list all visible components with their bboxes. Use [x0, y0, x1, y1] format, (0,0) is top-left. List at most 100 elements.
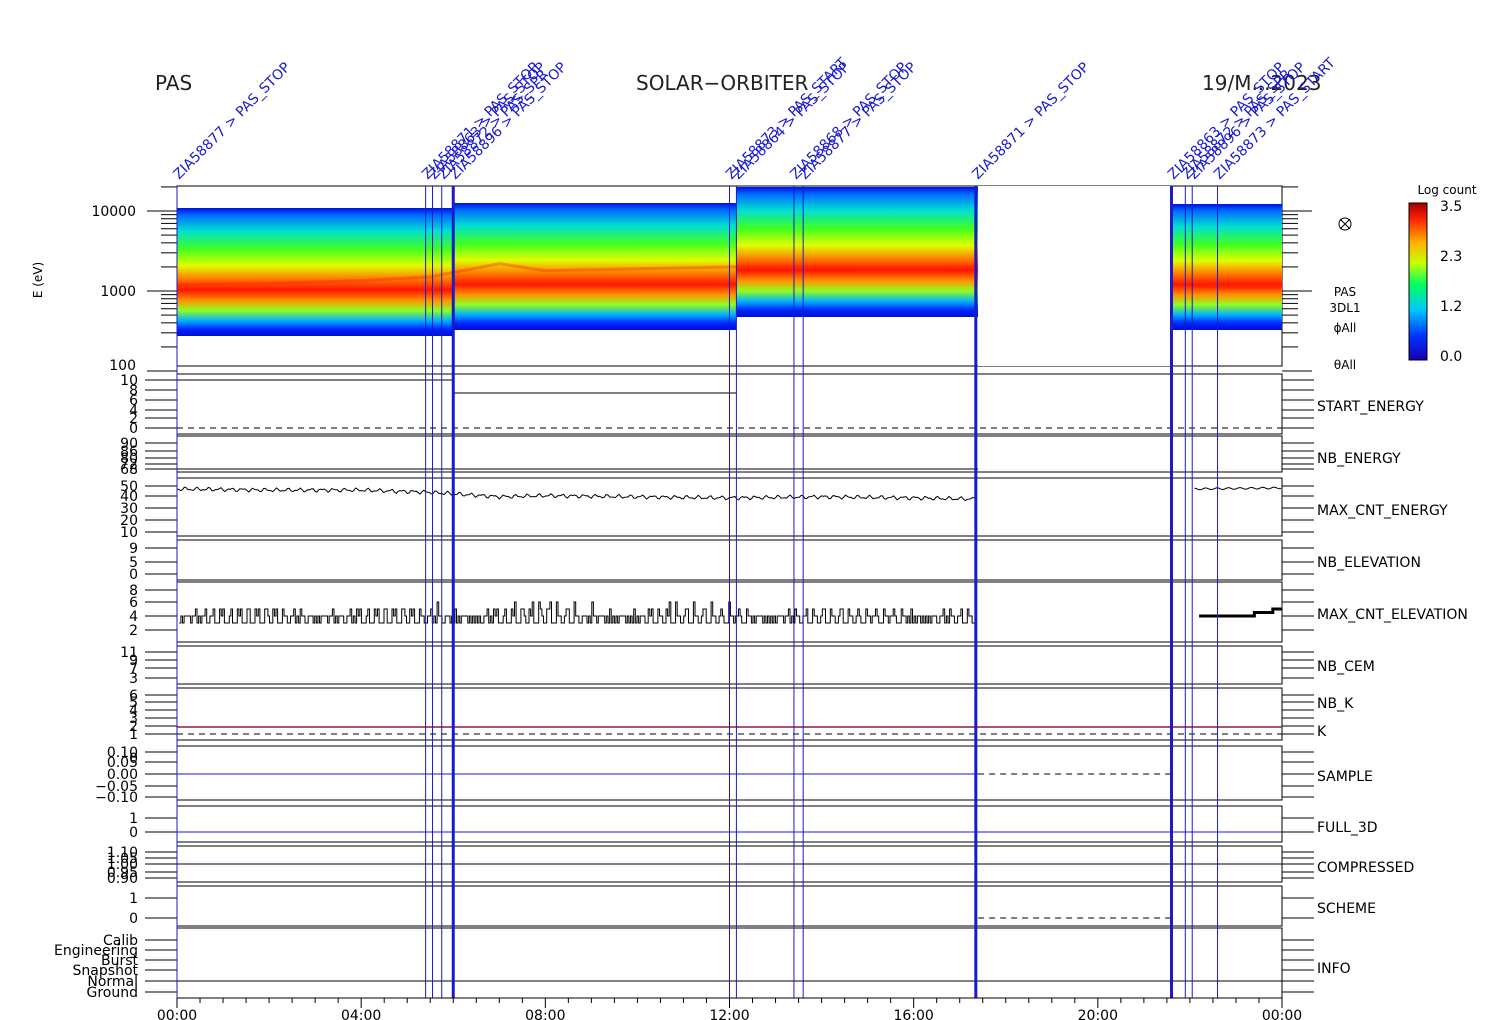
- panel-label-compressed: COMPRESSED: [1317, 860, 1414, 876]
- panel-12-tick-label: Calib: [103, 933, 138, 949]
- panel-1-tick-label: 68: [120, 462, 138, 478]
- panel-2-tick-label: 30: [120, 501, 138, 517]
- time-tick-label: 00:00: [157, 1008, 197, 1020]
- ytick-100: 100: [109, 358, 136, 374]
- panel-0-tick-label: 6: [129, 393, 138, 409]
- colorbar-tick-1-2: 1.2: [1440, 299, 1462, 315]
- ytick-10000: 10000: [91, 204, 136, 220]
- event-label: ZIA58896 > PAS_STOP: [447, 60, 570, 183]
- panel-3-tick-label: 5: [129, 555, 138, 571]
- spectrogram-segment-2: [736, 187, 979, 317]
- panel-1-tick-label: 72: [120, 457, 138, 473]
- panel-3-tick-label: 0: [129, 567, 138, 583]
- panel-8-tick-label: −0.05: [95, 779, 138, 795]
- panel-12-tick-label: Normal: [87, 974, 138, 990]
- spectrogram-segment-3: [1171, 204, 1282, 330]
- panel-12-tick-label: Snapshot: [73, 963, 139, 979]
- max-cnt-elevation-trace-late: [1199, 607, 1282, 618]
- date-label: 19/M...2023: [1202, 71, 1321, 95]
- colorbar-tick-2-3: 2.3: [1440, 249, 1462, 265]
- panel-6-tick-label: 0: [129, 751, 138, 767]
- panel-label-nb-energy: NB_ENERGY: [1317, 451, 1401, 467]
- panel-1-tick-label: 80: [120, 451, 138, 467]
- panel-5-tick-label: 9: [129, 653, 138, 669]
- spec-side-theta: θAll: [1334, 358, 1356, 372]
- panel-label-scheme: SCHEME: [1317, 901, 1376, 917]
- panel-11-tick-label: 1: [129, 891, 138, 907]
- panel-label-start-energy: START_ENERGY: [1317, 399, 1424, 415]
- colorbar-tick-3-5: 3.5: [1440, 199, 1462, 215]
- panel-2-tick-label: 40: [120, 489, 138, 505]
- spec-side-phi: ϕAll: [1334, 321, 1357, 335]
- panel-9-tick-label: 1: [129, 811, 138, 827]
- panel-2-tick-label: 10: [120, 525, 138, 541]
- panel-label-nb-k: NB_K: [1317, 696, 1354, 712]
- housekeeping-panels: 1086420START_ENERGY9086807268NB_ENERGY50…: [54, 373, 1468, 1001]
- time-axis: 00:00 04:00 08:00 12:00 16:00 20:00 00:00: [157, 997, 1302, 1020]
- panel-4-tick-label: 2: [129, 623, 138, 639]
- event-label: ZIA58871 > PAS_STOP: [969, 60, 1092, 183]
- panel-8-tick-label: 0.05: [107, 755, 138, 771]
- panel-0-tick-label: 4: [129, 403, 138, 419]
- panel-9-tick-label: 0: [129, 825, 138, 841]
- panel-1-tick-label: 90: [120, 436, 138, 452]
- time-tick-label: 12:00: [709, 1008, 749, 1020]
- panel-8-tick-label: 0.00: [107, 767, 138, 783]
- spectrogram-ylabel: E (eV): [31, 262, 45, 298]
- panel-0-tick-label: 2: [129, 411, 138, 427]
- panel-4-tick-label: 8: [129, 583, 138, 599]
- panel-6-tick-label: 1: [129, 727, 138, 743]
- panel-6-tick-label: 2: [129, 719, 138, 735]
- panel-10-tick-label: 0.90: [107, 871, 138, 887]
- panel-0-tick-label: 10: [120, 373, 138, 389]
- time-tick-label: 20:00: [1078, 1008, 1118, 1020]
- panel-11-tick-label: 0: [129, 911, 138, 927]
- max-cnt-elevation-trace: [179, 601, 976, 624]
- energy-spectrogram: [147, 185, 1312, 372]
- spec-side-3dl1: 3DL1: [1329, 301, 1360, 315]
- panel-10-tick-label: 1.00: [107, 857, 138, 873]
- panel-5-tick-label: 11: [120, 645, 138, 661]
- panel-0-tick-label: 0: [129, 421, 138, 437]
- panel-label-info: INFO: [1317, 961, 1351, 977]
- panel-5-tick-label: 7: [129, 661, 138, 677]
- panel-10-tick-label: 1.10: [107, 845, 138, 861]
- panel-label-max-cnt-energy: MAX_CNT_ENERGY: [1317, 503, 1448, 519]
- panel-5-tick-label: 3: [129, 671, 138, 687]
- spectrogram-segment-0: [177, 208, 454, 336]
- panel-6-tick-label: 5: [129, 695, 138, 711]
- instrument-label: PAS: [155, 71, 192, 95]
- panel-label-nb-elevation: NB_ELEVATION: [1317, 555, 1421, 571]
- panel-1-tick-label: 86: [120, 444, 138, 460]
- panel-6-tick-label: 4: [129, 703, 138, 719]
- crossed-circle-icon: [1338, 217, 1352, 231]
- panel-label-nb-cem: NB_CEM: [1317, 659, 1375, 675]
- panel-12-tick-label: Burst: [101, 953, 139, 969]
- mission-title: SOLAR−ORBITER: [636, 71, 808, 95]
- panel-3-tick-label: 9: [129, 541, 138, 557]
- panel-2-tick-label: 20: [120, 513, 138, 529]
- panel-4-tick-label: 6: [129, 595, 138, 611]
- panel-6-tick-label: 6: [129, 688, 138, 704]
- panel-12-tick-label: Ground: [87, 985, 139, 1001]
- panel-0-tick-label: 8: [129, 383, 138, 399]
- start-energy-trace: [177, 379, 737, 394]
- colorbar-tick-0-0: 0.0: [1440, 349, 1462, 365]
- panel-8-tick-label: −0.10: [95, 790, 138, 806]
- colorbar: [1408, 202, 1428, 361]
- colorbar-title: Log count: [1417, 183, 1476, 197]
- spectrogram-segment-1: [453, 203, 737, 330]
- panel-label-max-cnt-elevation: MAX_CNT_ELEVATION: [1317, 607, 1468, 623]
- panel-6-tick-label: 3: [129, 711, 138, 727]
- panel-10-tick-label: 1.05: [107, 851, 138, 867]
- panel-2-tick-label: 50: [120, 479, 138, 495]
- time-tick-label: 04:00: [341, 1008, 381, 1020]
- panel-label-k: K: [1317, 724, 1327, 740]
- data-gap: [978, 186, 1172, 366]
- max-cnt-energy-trace: [176, 486, 975, 502]
- panel-8-tick-label: 0.10: [107, 745, 138, 761]
- panel-4-tick-label: 4: [129, 609, 138, 625]
- panel-12-tick-label: Engineering: [54, 943, 138, 959]
- max-cnt-energy-trace-late: [1194, 486, 1282, 491]
